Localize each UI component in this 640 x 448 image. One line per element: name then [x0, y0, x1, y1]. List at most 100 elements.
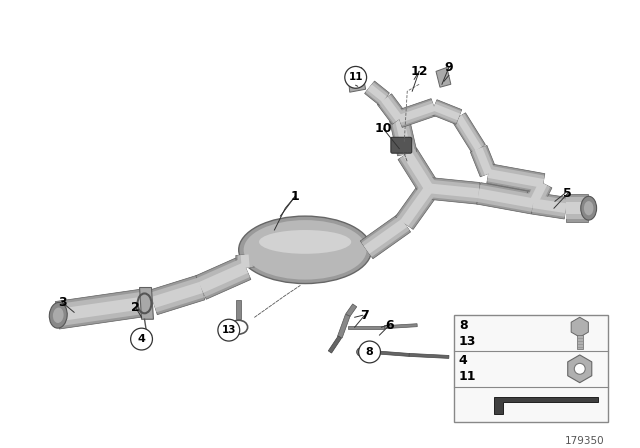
Ellipse shape [239, 216, 372, 284]
Text: 10: 10 [374, 122, 392, 135]
Polygon shape [237, 254, 253, 268]
Polygon shape [526, 180, 550, 207]
Polygon shape [397, 100, 436, 126]
Polygon shape [197, 258, 250, 297]
Text: 179350: 179350 [565, 436, 605, 446]
Polygon shape [566, 194, 588, 222]
Polygon shape [348, 67, 365, 92]
Circle shape [345, 66, 367, 88]
Polygon shape [337, 314, 350, 338]
Text: 8: 8 [365, 347, 374, 357]
FancyBboxPatch shape [391, 138, 412, 153]
Polygon shape [456, 115, 482, 151]
Ellipse shape [259, 230, 351, 254]
Polygon shape [152, 282, 203, 308]
Polygon shape [390, 117, 417, 156]
Ellipse shape [574, 363, 585, 374]
Polygon shape [328, 336, 342, 353]
Polygon shape [472, 146, 495, 176]
Polygon shape [431, 101, 461, 123]
Polygon shape [196, 256, 251, 299]
Polygon shape [396, 182, 438, 229]
Text: 6: 6 [385, 319, 394, 332]
Polygon shape [477, 183, 535, 214]
Polygon shape [381, 97, 403, 121]
Polygon shape [56, 291, 148, 326]
Polygon shape [428, 180, 479, 202]
Ellipse shape [49, 302, 67, 328]
Ellipse shape [244, 220, 367, 280]
Text: 4: 4 [459, 354, 468, 367]
Text: 4: 4 [138, 334, 145, 344]
Polygon shape [400, 185, 433, 226]
Polygon shape [241, 254, 250, 268]
Text: 13: 13 [459, 335, 476, 348]
Polygon shape [385, 324, 417, 329]
Polygon shape [56, 296, 147, 322]
Text: 12: 12 [410, 65, 428, 78]
Ellipse shape [580, 196, 596, 220]
Polygon shape [398, 148, 438, 194]
Text: 1: 1 [291, 190, 300, 203]
Polygon shape [429, 184, 479, 198]
Polygon shape [529, 181, 547, 205]
Polygon shape [364, 219, 407, 254]
Polygon shape [475, 147, 492, 175]
Text: 13: 13 [221, 325, 236, 335]
Polygon shape [140, 288, 154, 319]
Polygon shape [55, 289, 148, 329]
Polygon shape [477, 189, 534, 208]
Polygon shape [470, 146, 497, 177]
Polygon shape [400, 149, 436, 193]
Polygon shape [395, 118, 412, 155]
Polygon shape [396, 99, 437, 127]
FancyBboxPatch shape [454, 315, 607, 422]
Ellipse shape [584, 201, 593, 215]
Polygon shape [493, 396, 598, 414]
Polygon shape [150, 278, 204, 312]
Ellipse shape [53, 308, 63, 323]
Text: 8: 8 [459, 319, 467, 332]
Text: 5: 5 [563, 187, 572, 200]
Polygon shape [360, 214, 411, 259]
Polygon shape [532, 194, 567, 217]
Polygon shape [365, 82, 388, 104]
Polygon shape [346, 304, 356, 317]
Text: 9: 9 [445, 61, 453, 74]
Text: 2: 2 [131, 301, 140, 314]
Polygon shape [236, 254, 255, 268]
Text: 7: 7 [360, 309, 369, 322]
Polygon shape [577, 335, 583, 349]
Polygon shape [371, 350, 410, 357]
Polygon shape [365, 81, 389, 105]
Polygon shape [488, 169, 544, 188]
Polygon shape [532, 198, 566, 213]
Polygon shape [236, 301, 241, 319]
Text: 3: 3 [58, 296, 67, 309]
Text: 11: 11 [459, 370, 476, 383]
Polygon shape [397, 183, 436, 228]
Polygon shape [477, 185, 534, 212]
Polygon shape [433, 104, 460, 121]
Polygon shape [403, 151, 433, 191]
Polygon shape [436, 67, 451, 87]
Polygon shape [378, 94, 406, 125]
Polygon shape [452, 113, 485, 153]
Polygon shape [428, 177, 480, 204]
Circle shape [131, 328, 152, 350]
Polygon shape [487, 164, 545, 193]
Polygon shape [367, 85, 387, 102]
Polygon shape [379, 95, 405, 123]
Polygon shape [150, 275, 205, 314]
Circle shape [358, 341, 380, 363]
Polygon shape [348, 326, 385, 329]
Text: 11: 11 [348, 72, 363, 82]
Ellipse shape [356, 347, 371, 357]
Polygon shape [198, 263, 248, 293]
Polygon shape [453, 114, 484, 152]
Polygon shape [566, 202, 588, 215]
Polygon shape [392, 117, 415, 155]
Polygon shape [524, 179, 552, 208]
Circle shape [218, 319, 240, 341]
Polygon shape [532, 193, 568, 219]
